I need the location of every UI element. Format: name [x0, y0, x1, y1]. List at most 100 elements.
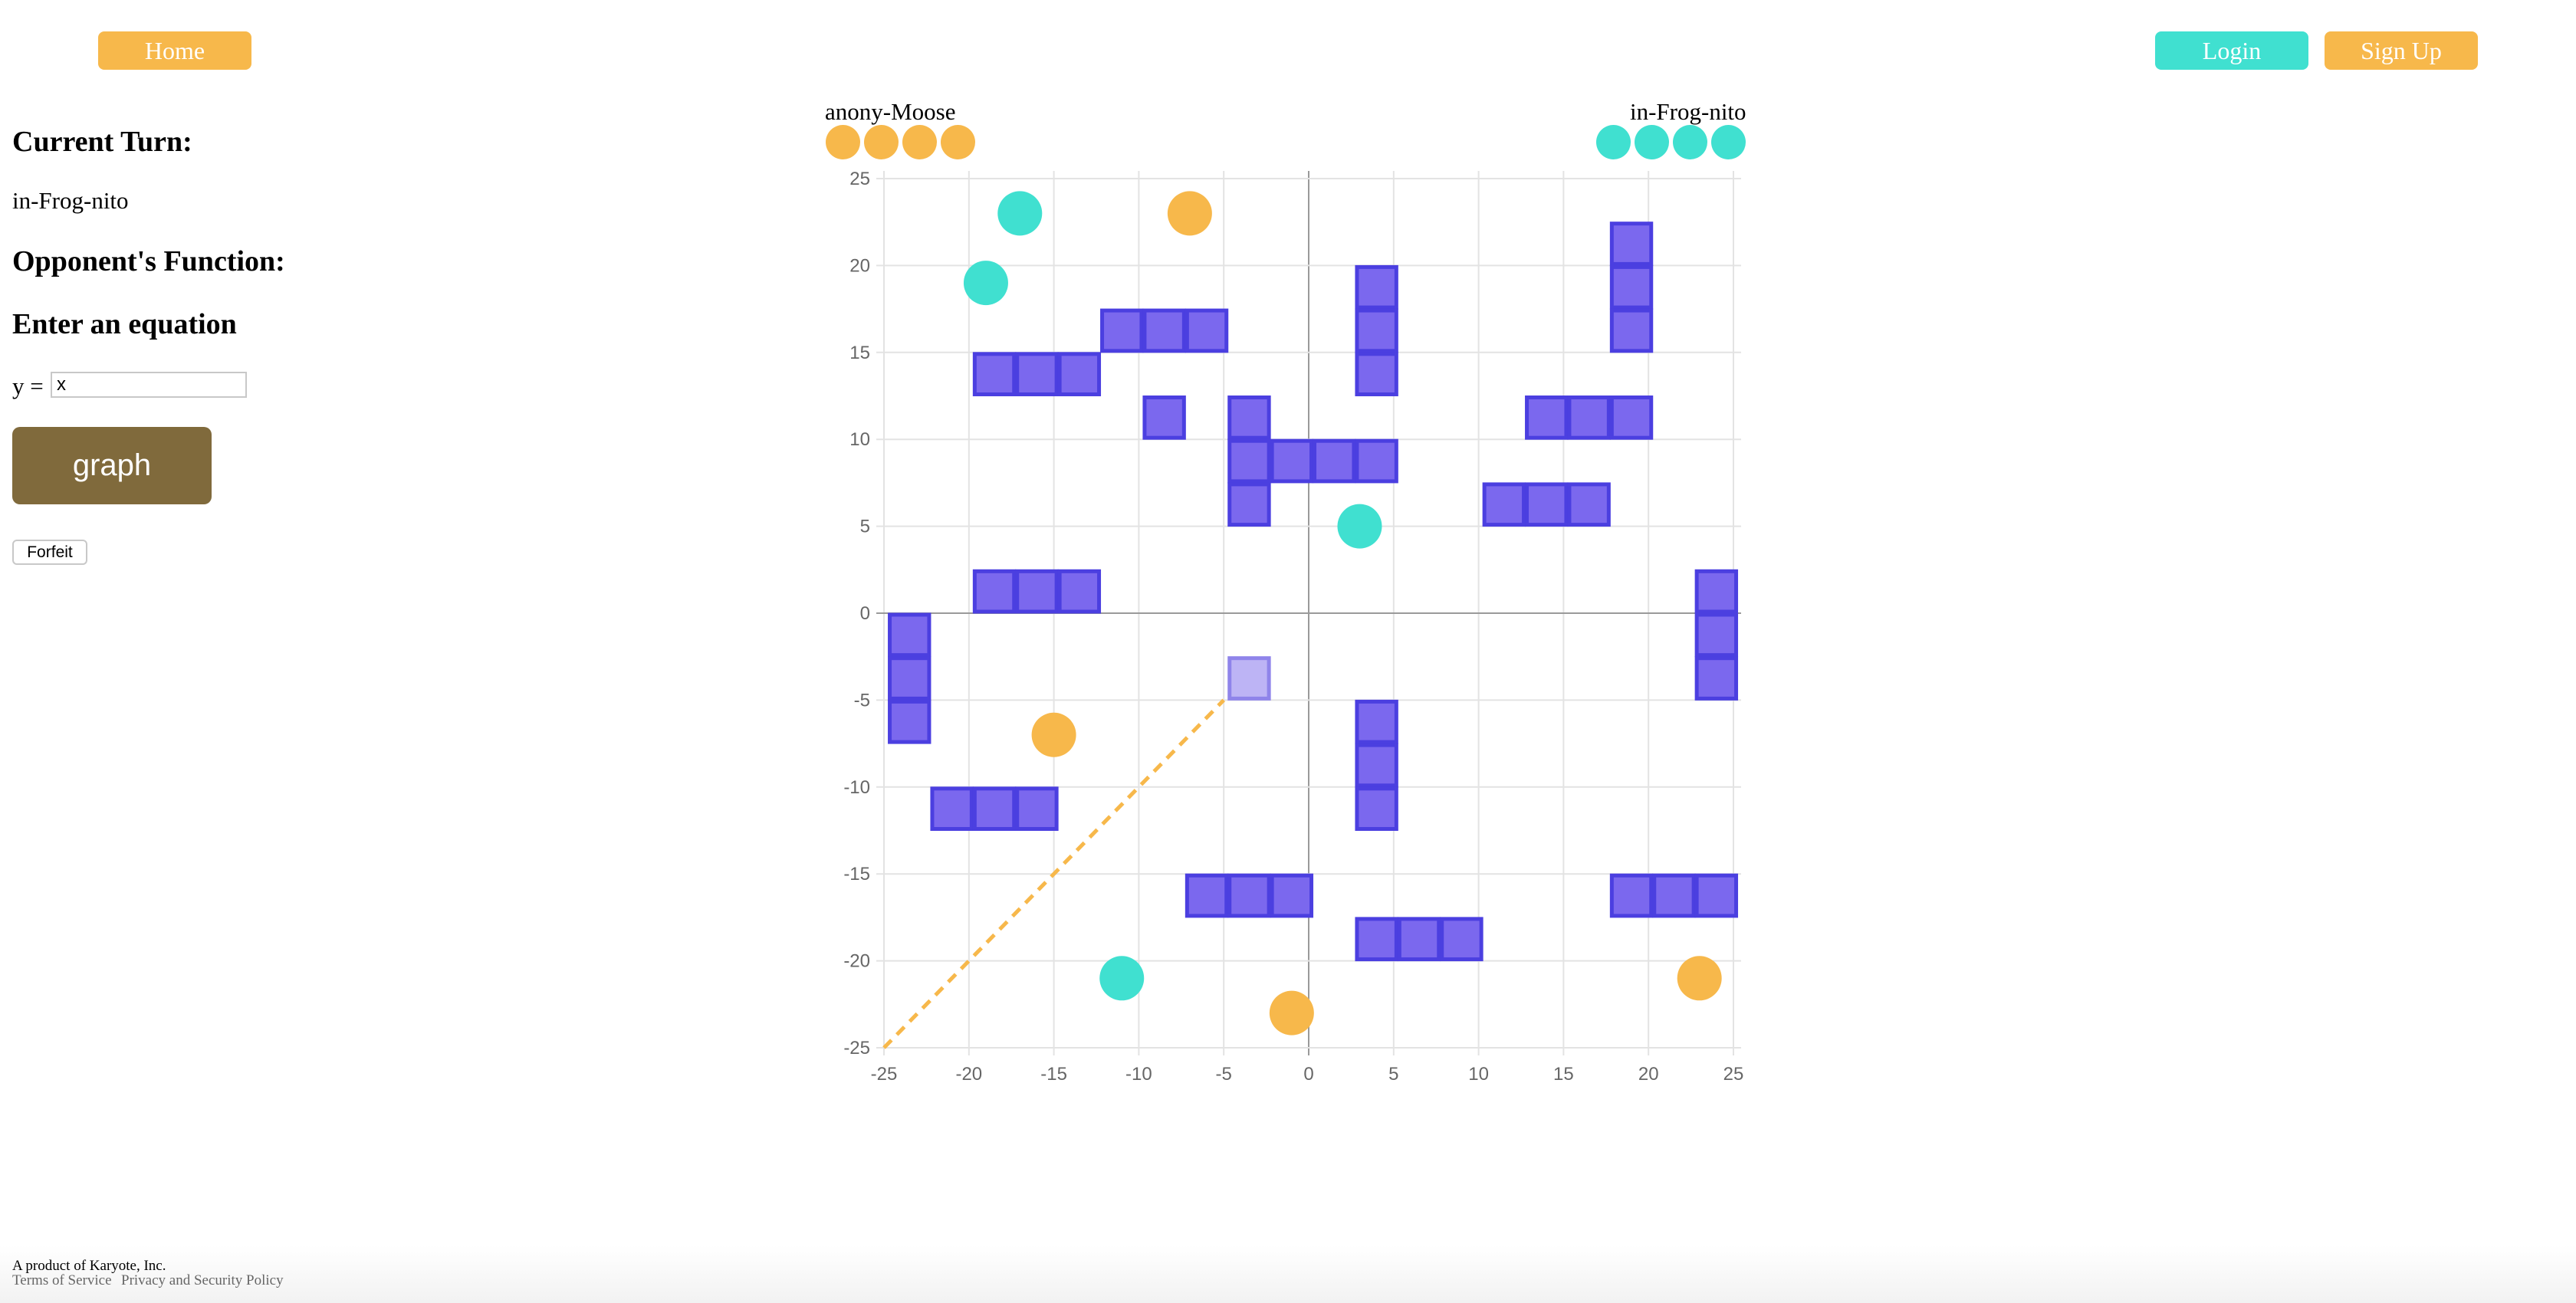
obstacle-block — [1184, 308, 1229, 353]
obstacle-block — [1567, 482, 1611, 527]
obstacle-block — [972, 352, 1017, 397]
teal-player-dot[interactable] — [1099, 956, 1145, 1001]
obstacle-block — [1694, 612, 1739, 658]
current-turn-value: in-Frog-nito — [12, 187, 129, 214]
player-2-token — [1635, 125, 1669, 159]
obstacle-block — [1355, 743, 1398, 788]
teal-player-dot[interactable] — [1337, 504, 1382, 549]
obstacle-block — [1355, 308, 1398, 353]
obstacle-block — [1525, 395, 1569, 440]
graph-button[interactable]: graph — [12, 427, 212, 504]
equation-input[interactable] — [51, 372, 247, 398]
company-credit: A product of Karyote, Inc. — [12, 1258, 166, 1274]
y-tick-label: -15 — [843, 864, 870, 885]
login-button[interactable]: Login — [2155, 31, 2308, 70]
x-tick-label: 10 — [1468, 1064, 1489, 1085]
obstacle-block — [972, 786, 1017, 831]
orange-player-dot[interactable] — [1677, 956, 1722, 1001]
x-tick-label: -5 — [1216, 1064, 1232, 1085]
y-tick-label: 25 — [849, 169, 870, 189]
signup-button[interactable]: Sign Up — [2325, 31, 2478, 70]
y-tick-label: -10 — [843, 777, 870, 798]
x-tick-label: -25 — [871, 1064, 898, 1085]
privacy-policy-link[interactable]: Privacy and Security Policy — [121, 1272, 284, 1288]
function-graph-line — [882, 698, 1225, 1049]
terms-of-service-link[interactable]: Terms of Service — [12, 1272, 112, 1288]
obstacle-block — [1355, 438, 1398, 484]
obstacle-block — [1015, 352, 1059, 397]
y-tick-label: 10 — [849, 429, 870, 450]
hit-block — [1227, 656, 1271, 701]
obstacle-block — [1270, 873, 1314, 918]
obstacle-block — [1270, 438, 1314, 484]
player-2-token — [1673, 125, 1707, 159]
obstacle-block — [1184, 873, 1229, 918]
y-tick-label: 20 — [849, 255, 870, 276]
footer — [0, 1246, 2576, 1303]
obstacle-block — [1015, 569, 1059, 614]
x-tick-label: -15 — [1040, 1064, 1067, 1085]
y-tick-label: -20 — [843, 951, 870, 972]
obstacle-block — [1694, 873, 1739, 918]
x-tick-label: 5 — [1388, 1064, 1398, 1085]
player-1-token — [902, 125, 937, 159]
x-tick-label: 15 — [1553, 1064, 1574, 1085]
forfeit-button[interactable]: Forfeit — [12, 540, 87, 565]
player-2-name: in-Frog-nito — [1630, 98, 1746, 125]
obstacle-block — [1355, 786, 1398, 831]
obstacle-block — [1355, 699, 1398, 744]
obstacle-block — [1482, 482, 1526, 527]
opponent-function-heading: Opponent's Function: — [12, 245, 285, 277]
obstacle-block — [1694, 656, 1739, 701]
x-tick-label: 25 — [1723, 1064, 1744, 1085]
y-tick-label: 5 — [860, 517, 870, 537]
obstacle-block — [888, 699, 932, 744]
x-tick-label: -20 — [955, 1064, 982, 1085]
obstacle-block — [1609, 222, 1654, 266]
obstacle-block — [1227, 395, 1271, 440]
player-2-token — [1711, 125, 1746, 159]
player-1-name: anony-Moose — [825, 98, 956, 125]
orange-player-dot[interactable] — [1269, 990, 1314, 1036]
current-turn-heading: Current Turn: — [12, 126, 192, 158]
x-tick-label: -10 — [1125, 1064, 1152, 1085]
obstacle-block — [1227, 873, 1271, 918]
obstacle-block — [1609, 395, 1654, 440]
x-tick-label: 20 — [1638, 1064, 1659, 1085]
obstacle-block — [888, 656, 932, 701]
obstacle-block — [972, 569, 1017, 614]
obstacle-block — [930, 786, 974, 831]
obstacle-block — [1355, 917, 1398, 962]
obstacle-block — [1397, 917, 1441, 962]
y-tick-label: 15 — [849, 343, 870, 363]
obstacle-block — [1609, 264, 1654, 310]
x-tick-label: 0 — [1303, 1064, 1313, 1085]
obstacle-block — [1525, 482, 1569, 527]
obstacle-block — [1355, 352, 1398, 397]
obstacle-block — [1015, 786, 1059, 831]
home-button[interactable]: Home — [98, 31, 251, 70]
game-graph[interactable]: -25 -20 -15 -10 -5 0 5 10 15 20 25 25 20 15 10 5 0 -5 -10 -… — [813, 161, 2530, 1104]
player-1-token — [826, 125, 860, 159]
obstacle-block — [1694, 569, 1739, 614]
y-tick-label: 0 — [860, 603, 870, 624]
teal-player-dot[interactable] — [963, 261, 1008, 306]
player-2-tokens — [1596, 125, 1746, 159]
obstacle-block — [1142, 308, 1186, 353]
y-equals-label: y = — [12, 373, 44, 399]
obstacle-block — [1227, 482, 1271, 527]
y-tick-label: -25 — [843, 1038, 870, 1058]
player-1-token — [864, 125, 899, 159]
obstacle-block — [1609, 873, 1654, 918]
obstacle-block — [1057, 352, 1102, 397]
orange-player-dot[interactable] — [1031, 712, 1076, 757]
obstacle-block — [1142, 395, 1186, 440]
obstacle-block — [1313, 438, 1356, 484]
obstacle-block — [1609, 308, 1654, 353]
obstacle-block — [1652, 873, 1696, 918]
teal-player-dot[interactable] — [997, 191, 1043, 236]
y-tick-label: -5 — [854, 690, 870, 711]
obstacle-block — [1567, 395, 1611, 440]
obstacle-block — [1100, 308, 1144, 353]
orange-player-dot[interactable] — [1167, 191, 1212, 236]
